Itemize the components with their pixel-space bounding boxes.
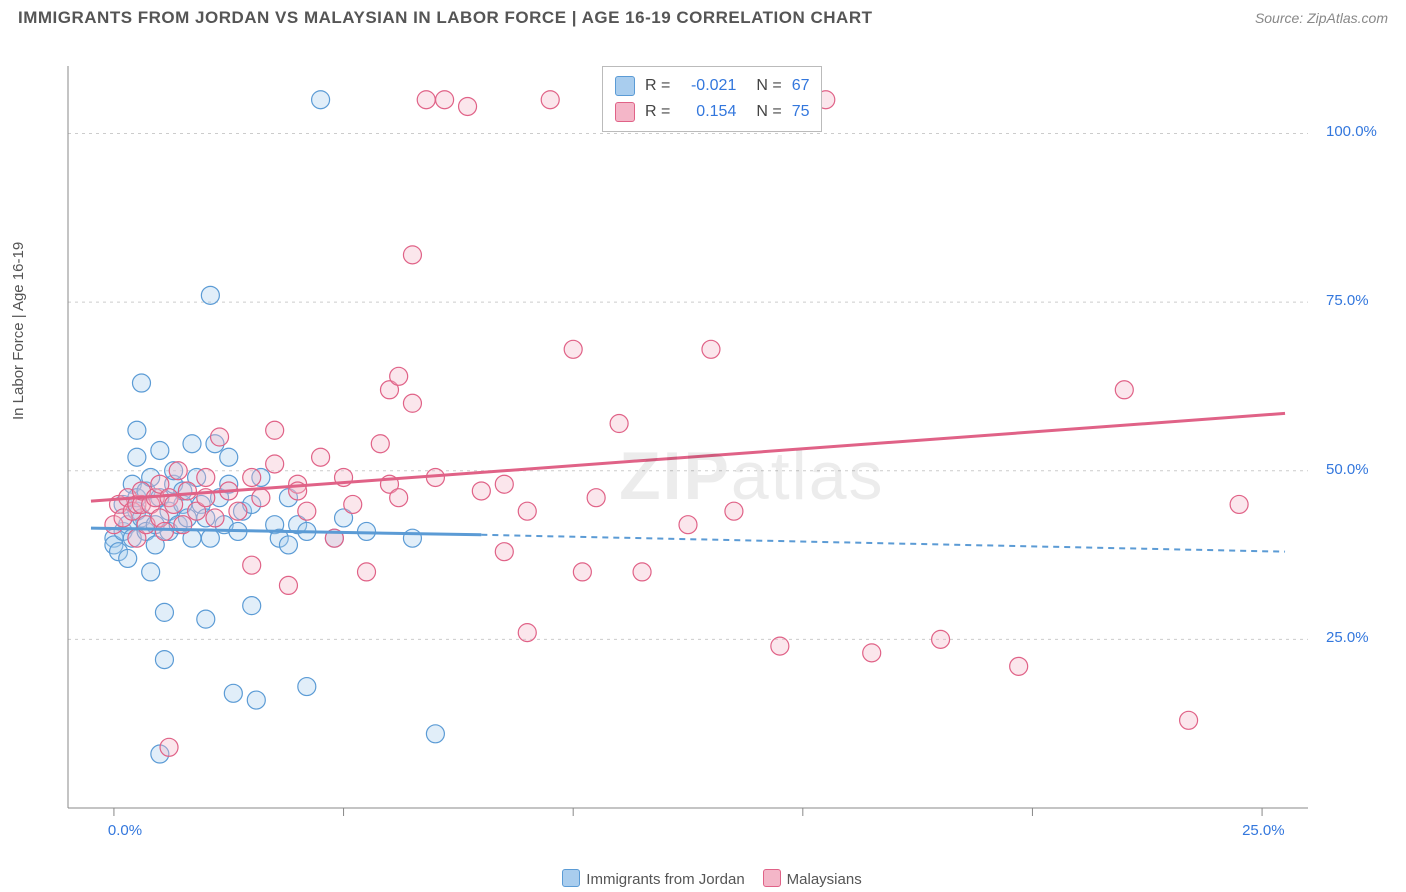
stats-n-label: N = bbox=[756, 73, 781, 99]
source-label: Source: ZipAtlas.com bbox=[1255, 10, 1388, 26]
stats-row: R = 0.154 N = 75 bbox=[615, 99, 809, 125]
legend-swatch-icon bbox=[615, 76, 635, 96]
y-tick-label: 100.0% bbox=[1326, 123, 1377, 140]
legend-swatch-icon bbox=[562, 869, 580, 887]
correlation-stats-box: R = -0.021 N = 67 R = 0.154 N = 75 bbox=[602, 66, 822, 132]
stats-n-value: 75 bbox=[792, 99, 810, 125]
legend-label: Malaysians bbox=[787, 871, 862, 888]
plot-svg bbox=[50, 48, 1370, 828]
stats-r-value: -0.021 bbox=[680, 73, 736, 99]
y-tick-label: 75.0% bbox=[1326, 292, 1369, 309]
stats-n-label: N = bbox=[756, 99, 781, 125]
y-tick-label: 50.0% bbox=[1326, 461, 1369, 478]
chart-title: IMMIGRANTS FROM JORDAN VS MALAYSIAN IN L… bbox=[18, 8, 873, 28]
stats-r-label: R = bbox=[645, 73, 670, 99]
stats-r-value: 0.154 bbox=[680, 99, 736, 125]
legend-swatch-icon bbox=[763, 869, 781, 887]
y-axis-label: In Labor Force | Age 16-19 bbox=[10, 242, 27, 420]
legend-swatch-icon bbox=[615, 102, 635, 122]
bottom-legend: Immigrants from Jordan Malaysians bbox=[0, 869, 1406, 888]
x-tick-label: 25.0% bbox=[1242, 822, 1285, 839]
stats-n-value: 67 bbox=[792, 73, 810, 99]
legend-label: Immigrants from Jordan bbox=[586, 871, 744, 888]
x-tick-label: 0.0% bbox=[108, 822, 142, 839]
stats-row: R = -0.021 N = 67 bbox=[615, 73, 809, 99]
stats-r-label: R = bbox=[645, 99, 670, 125]
scatter-chart: R =-0.021N =67R =0.154N =75 ZIPatlas 25.… bbox=[50, 48, 1370, 828]
y-tick-label: 25.0% bbox=[1326, 629, 1369, 646]
